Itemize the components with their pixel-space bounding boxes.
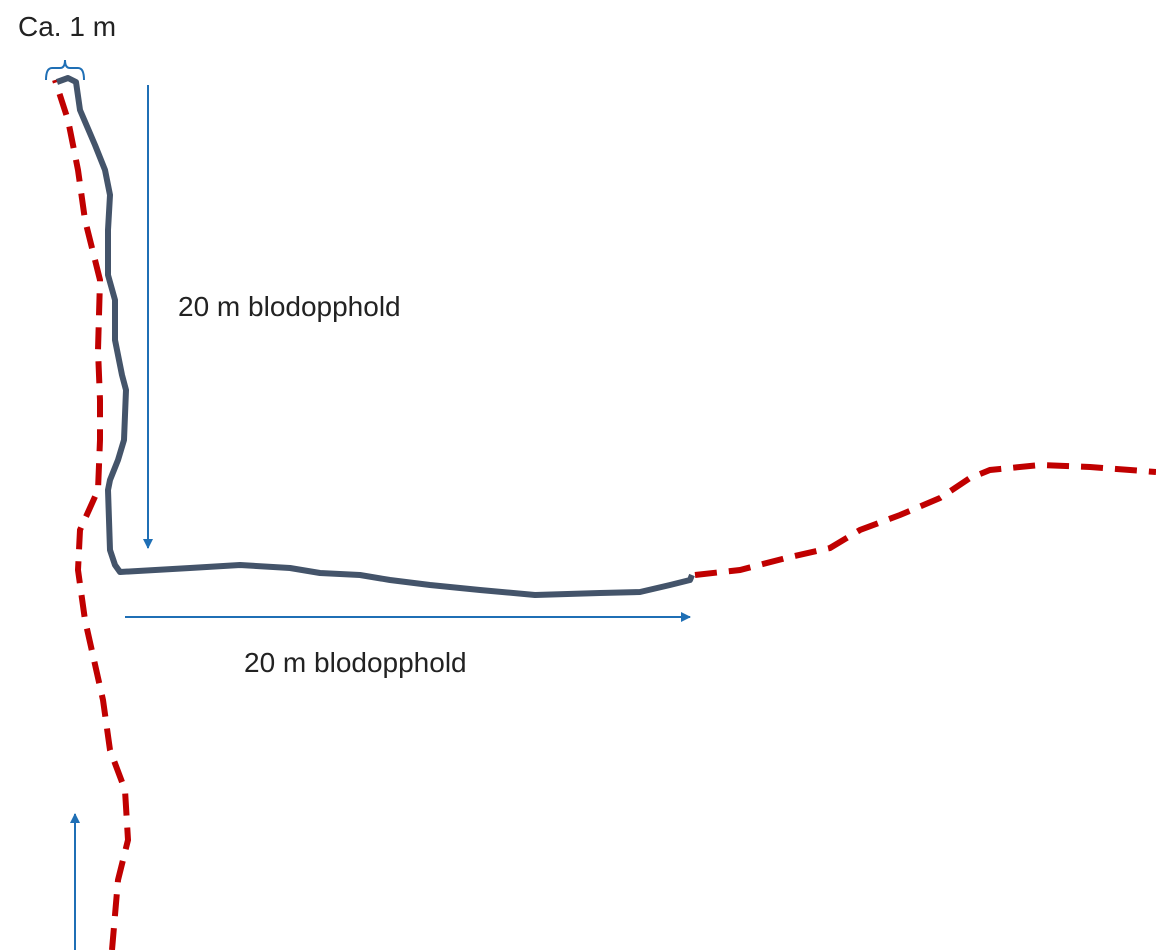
horizontal-label: 20 m blodopphold: [244, 647, 467, 678]
red-track-right: [694, 461, 1156, 578]
brace: [45, 59, 85, 81]
width-label: Ca. 1 m: [18, 11, 116, 42]
red-track: [52, 79, 132, 950]
vertical-label: 20 m blodopphold: [178, 291, 401, 322]
gray-track: [55, 75, 695, 598]
